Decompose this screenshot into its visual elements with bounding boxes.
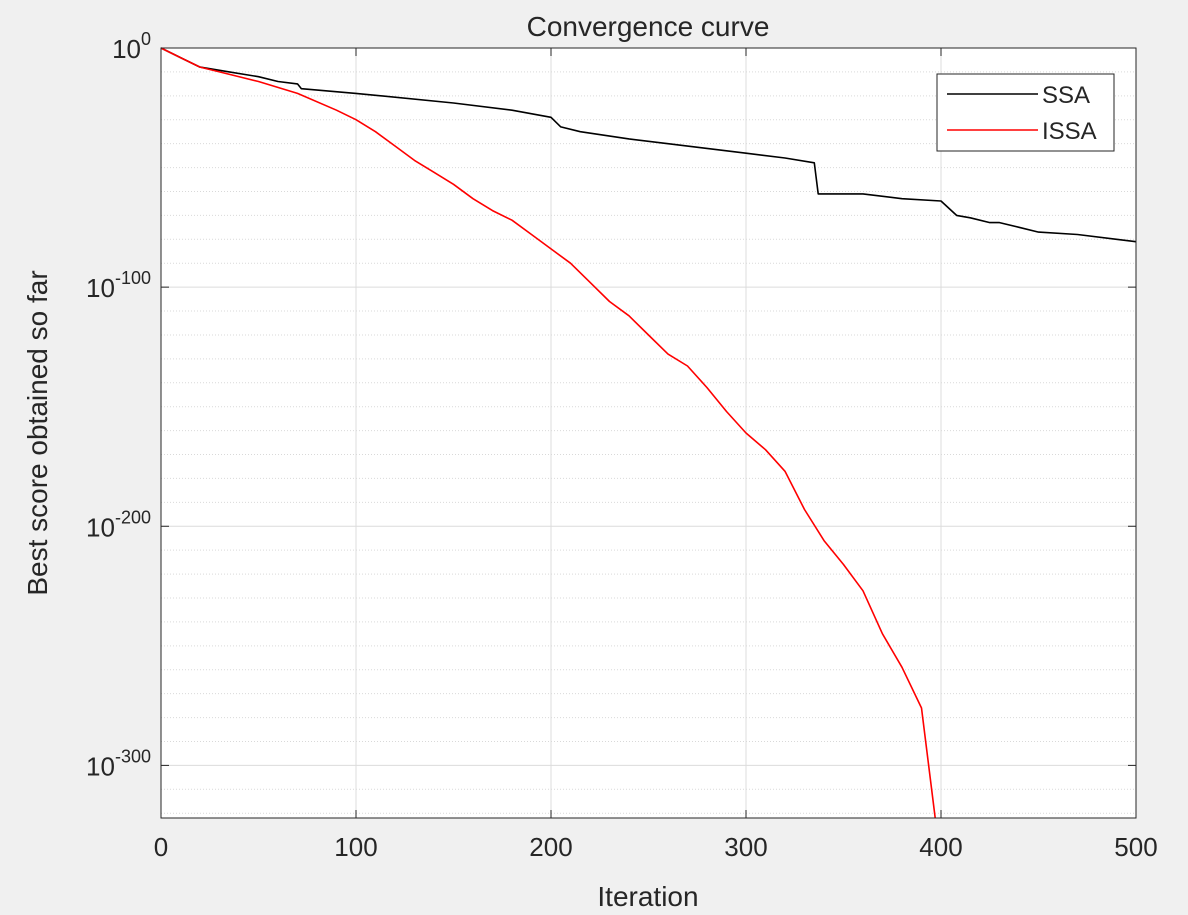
x-tick-label: 0 (154, 832, 168, 862)
legend-box (936, 73, 1115, 152)
y-tick-label: 10-200 (86, 507, 151, 542)
y-tick-base: 10 (86, 273, 115, 303)
y-tick-base: 10 (112, 34, 141, 64)
legend-label-ssa: SSA (1042, 82, 1090, 109)
plot-area (161, 48, 1136, 818)
x-tick-label: 400 (919, 832, 962, 862)
x-tick-label: 200 (529, 832, 572, 862)
y-tick-base: 10 (86, 512, 115, 542)
x-tick-label: 300 (724, 832, 767, 862)
y-tick-exponent: -200 (115, 507, 151, 527)
y-tick-exponent: -300 (115, 746, 151, 766)
y-tick-base: 10 (86, 751, 115, 781)
y-tick-label: 100 (112, 29, 151, 64)
legend: SSA ISSA (936, 73, 1115, 152)
y-axis-label: Best score obtained so far (22, 270, 53, 595)
y-tick-label: 10-300 (86, 746, 151, 781)
x-axis-label: Iteration (597, 881, 698, 912)
y-tick-exponent: 0 (141, 29, 151, 49)
y-tick-exponent: -100 (115, 268, 151, 288)
y-tick-label: 10-100 (86, 268, 151, 303)
series-line-ssa (160, 47, 1137, 243)
axes-box (160, 47, 1137, 819)
x-tick-label: 100 (334, 832, 377, 862)
series-line-issa (160, 47, 936, 819)
x-tick-label: 500 (1114, 832, 1157, 862)
chart-title: Convergence curve (527, 11, 770, 42)
legend-label-issa: ISSA (1042, 118, 1097, 145)
series-layer (160, 47, 1137, 819)
